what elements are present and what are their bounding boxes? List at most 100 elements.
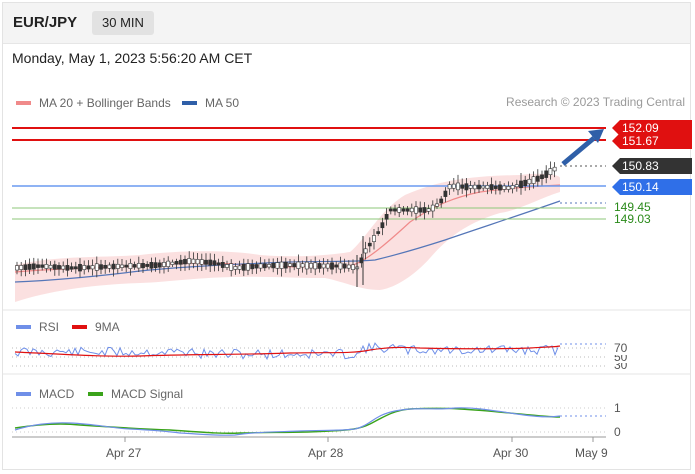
candle-up xyxy=(107,264,112,269)
candle-up xyxy=(267,264,271,268)
forecast-arrow-shaft xyxy=(561,136,596,166)
candle-up xyxy=(510,185,515,190)
candle-down xyxy=(174,261,179,265)
candle-down xyxy=(99,264,103,270)
ma20-label: MA 20 + Bollinger Bands xyxy=(39,96,171,110)
candle-up xyxy=(237,265,242,270)
candle-down xyxy=(73,266,78,270)
candle-up xyxy=(313,262,318,270)
candle-down xyxy=(36,264,40,268)
candle-up xyxy=(514,184,519,188)
rsi-level-50-label: 50 xyxy=(614,350,628,364)
candle-down xyxy=(69,266,74,270)
candle-up xyxy=(548,168,553,176)
candle-down xyxy=(145,263,150,267)
candle-down xyxy=(535,175,540,182)
candle-down xyxy=(241,263,246,271)
candle-up xyxy=(296,261,301,269)
candle-down xyxy=(31,263,36,270)
legend-ma50: MA 50 xyxy=(182,96,239,110)
macd-line xyxy=(14,407,561,436)
candle-down xyxy=(544,170,549,178)
candle-down xyxy=(393,208,397,212)
candle-down xyxy=(86,265,91,270)
chart-datetime: Monday, May 1, 2023 5:56:20 AM CET xyxy=(12,50,253,66)
candle-down xyxy=(271,262,276,269)
macd-swatch xyxy=(16,392,31,396)
candle-down xyxy=(342,263,347,269)
candle-down xyxy=(493,185,498,189)
candle-down xyxy=(401,208,406,212)
candlesticks xyxy=(15,161,557,287)
rsi-line xyxy=(14,342,559,361)
candle-down xyxy=(208,259,213,266)
candle-down xyxy=(124,264,129,268)
x-label-apr27: Apr 27 xyxy=(106,446,142,460)
candle-down xyxy=(40,264,45,268)
candle-down xyxy=(183,259,187,265)
ma50-line xyxy=(14,200,561,283)
candle-up xyxy=(346,264,351,269)
candle-down xyxy=(141,263,145,269)
candle-up xyxy=(435,203,439,207)
legend-ma20: MA 20 + Bollinger Bands xyxy=(16,96,171,110)
label-support-1: 149.45 xyxy=(614,200,651,214)
legend-rsi: RSI xyxy=(16,320,59,334)
candle-down xyxy=(460,184,465,189)
rsi-level-70-label: 70 xyxy=(614,341,628,355)
timeframe-badge[interactable]: 30 MIN xyxy=(92,11,154,35)
candle-up xyxy=(136,263,141,269)
candle-down xyxy=(132,264,137,268)
candle-up xyxy=(166,260,171,267)
macd-signal-line xyxy=(14,407,561,434)
candle-up xyxy=(61,265,66,270)
candle-up xyxy=(372,235,376,242)
ma50-swatch xyxy=(182,101,197,105)
candle-down xyxy=(384,214,389,220)
candle-up xyxy=(191,258,196,264)
candle-down xyxy=(380,222,385,229)
candle-up xyxy=(279,261,284,269)
currency-pair: EUR/JPY xyxy=(13,14,78,31)
x-label-apr28: Apr 28 xyxy=(308,446,344,460)
top-bar: EUR/JPY 30 MIN xyxy=(3,3,690,44)
candle-down xyxy=(519,180,523,189)
candle-down xyxy=(216,262,221,266)
candle-up xyxy=(288,263,292,267)
candle-up xyxy=(15,265,19,271)
candle-up xyxy=(258,263,263,269)
candle-down xyxy=(376,231,381,234)
macd-signal-swatch xyxy=(88,392,103,396)
candle-down xyxy=(418,207,423,213)
macd-label: MACD xyxy=(39,387,75,401)
candle-down xyxy=(103,264,108,269)
candle-up xyxy=(19,265,24,270)
candle-down xyxy=(149,262,154,269)
candle-up xyxy=(456,182,460,191)
macd-signal-label: MACD Signal xyxy=(111,387,184,401)
x-label-may9: May 9 xyxy=(575,446,608,460)
candle-up xyxy=(451,183,456,189)
legend-9ma: 9MA xyxy=(72,320,120,334)
candle-up xyxy=(351,264,355,270)
candle-up xyxy=(502,185,507,190)
candle-up xyxy=(300,263,305,268)
candle-up xyxy=(321,263,326,269)
macd-level-1-label: 1 xyxy=(614,401,621,415)
candle-up xyxy=(506,186,511,190)
candle-down xyxy=(250,264,255,270)
candle-down xyxy=(65,265,70,271)
candle-up xyxy=(115,263,120,269)
candle-down xyxy=(23,264,28,270)
bollinger-band xyxy=(15,173,560,302)
candle-up xyxy=(90,265,95,270)
candle-down xyxy=(52,264,57,270)
candle-up xyxy=(325,263,330,269)
candle-down xyxy=(498,184,502,191)
candle-down xyxy=(153,262,158,269)
candle-down xyxy=(178,259,183,265)
candle-down xyxy=(405,208,410,212)
label-support-2: 149.03 xyxy=(614,212,651,226)
candle-up xyxy=(44,264,49,269)
